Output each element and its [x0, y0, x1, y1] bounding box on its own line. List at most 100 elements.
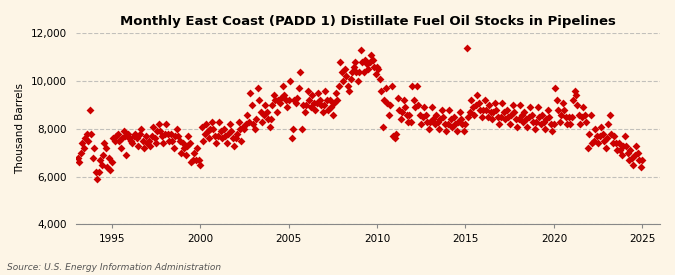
Point — [425, 120, 435, 124]
Point — [124, 136, 135, 141]
Point — [182, 144, 192, 148]
Point — [183, 134, 194, 138]
Point — [223, 131, 234, 136]
Point — [227, 136, 238, 141]
Point — [421, 112, 431, 117]
Point — [276, 96, 287, 100]
Point — [176, 151, 186, 155]
Point — [367, 57, 378, 62]
Point — [139, 146, 150, 150]
Point — [568, 98, 578, 102]
Point — [188, 158, 198, 162]
Point — [92, 177, 103, 181]
Point — [441, 129, 452, 133]
Point — [86, 131, 97, 136]
Point — [615, 148, 626, 153]
Point — [171, 127, 182, 131]
Point — [114, 139, 125, 143]
Point — [590, 127, 601, 131]
Point — [388, 134, 399, 138]
Point — [132, 136, 142, 141]
Point — [258, 112, 269, 117]
Point — [207, 120, 217, 124]
Point — [518, 120, 529, 124]
Point — [159, 131, 170, 136]
Point — [566, 115, 577, 119]
Point — [190, 158, 201, 162]
Point — [628, 163, 639, 167]
Point — [529, 127, 540, 131]
Point — [220, 134, 231, 138]
Point — [239, 127, 250, 131]
Point — [80, 136, 90, 141]
Point — [345, 76, 356, 81]
Point — [342, 84, 353, 88]
Point — [193, 158, 204, 162]
Point — [509, 110, 520, 114]
Point — [463, 115, 474, 119]
Point — [534, 115, 545, 119]
Point — [413, 103, 424, 107]
Point — [574, 112, 585, 117]
Point — [108, 136, 119, 141]
Point — [469, 112, 480, 117]
Point — [381, 86, 392, 90]
Point — [233, 120, 244, 124]
Point — [464, 110, 475, 114]
Point — [458, 129, 469, 133]
Point — [575, 122, 586, 126]
Point — [101, 146, 111, 150]
Point — [589, 139, 599, 143]
Point — [286, 136, 297, 141]
Point — [512, 124, 522, 129]
Point — [331, 91, 342, 95]
Point — [88, 146, 99, 150]
Point — [245, 91, 256, 95]
Point — [442, 122, 453, 126]
Point — [128, 134, 139, 138]
Point — [482, 115, 493, 119]
Point — [352, 79, 363, 83]
Point — [111, 134, 122, 138]
Point — [446, 117, 456, 122]
Point — [168, 146, 179, 150]
Point — [195, 163, 206, 167]
Point — [408, 98, 419, 102]
Point — [481, 108, 491, 112]
Point — [263, 117, 273, 122]
Point — [118, 129, 129, 133]
Point — [462, 45, 472, 50]
Point — [379, 98, 390, 102]
Point — [382, 100, 393, 105]
Point — [468, 105, 479, 110]
Point — [232, 131, 242, 136]
Point — [584, 131, 595, 136]
Point — [348, 65, 359, 69]
Point — [583, 146, 593, 150]
Point — [209, 134, 220, 138]
Point — [260, 103, 271, 107]
Point — [200, 122, 211, 126]
Point — [485, 110, 496, 114]
Point — [395, 117, 406, 122]
Point — [130, 131, 140, 136]
Point — [506, 112, 516, 117]
Point — [569, 89, 580, 93]
Point — [472, 93, 483, 98]
Point — [96, 163, 107, 167]
Point — [400, 105, 410, 110]
Point — [614, 141, 624, 145]
Point — [460, 122, 471, 126]
Point — [321, 98, 332, 102]
Point — [77, 141, 88, 145]
Point — [360, 57, 371, 62]
Point — [142, 141, 153, 145]
Point — [302, 89, 313, 93]
Point — [126, 139, 136, 143]
Point — [277, 84, 288, 88]
Point — [137, 139, 148, 143]
Point — [224, 122, 235, 126]
Point — [547, 129, 558, 133]
Point — [428, 117, 439, 122]
Point — [549, 122, 560, 126]
